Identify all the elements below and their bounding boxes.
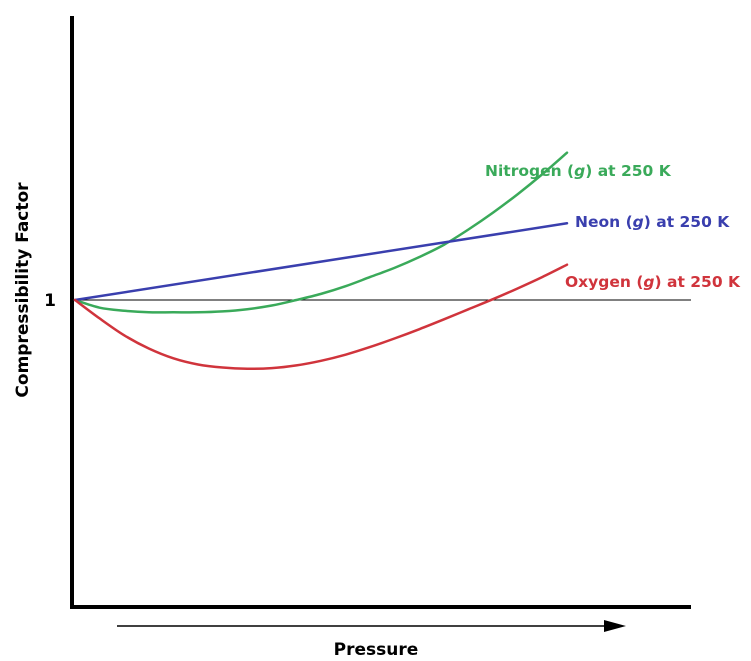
y-tick-label: 1 xyxy=(44,291,56,311)
series-label-part: ) at 250 K xyxy=(655,273,741,291)
series-label-part: Oxygen ( xyxy=(565,273,643,291)
series-label-part: g xyxy=(643,273,654,291)
series-label-part: ) at 250 K xyxy=(585,162,671,180)
series-line-2 xyxy=(73,263,569,371)
series-label-part: g xyxy=(633,213,644,231)
series-label-1: Neon (g) at 250 K xyxy=(575,213,730,231)
series-label-part: Neon ( xyxy=(575,213,633,231)
pressure-arrow-icon xyxy=(117,620,626,632)
series-label-0: Nitrogen (g) at 250 K xyxy=(485,162,672,180)
series-label-part: Nitrogen ( xyxy=(485,162,574,180)
series-label-part: g xyxy=(574,162,585,180)
y-axis-label: Compressibility Factor xyxy=(13,182,33,398)
series-line-0 xyxy=(73,151,569,314)
x-axis-label: Pressure xyxy=(334,640,419,660)
series-label-part: ) at 250 K xyxy=(644,213,730,231)
series-label-2: Oxygen (g) at 250 K xyxy=(565,273,741,291)
series-line-1 xyxy=(73,222,569,302)
